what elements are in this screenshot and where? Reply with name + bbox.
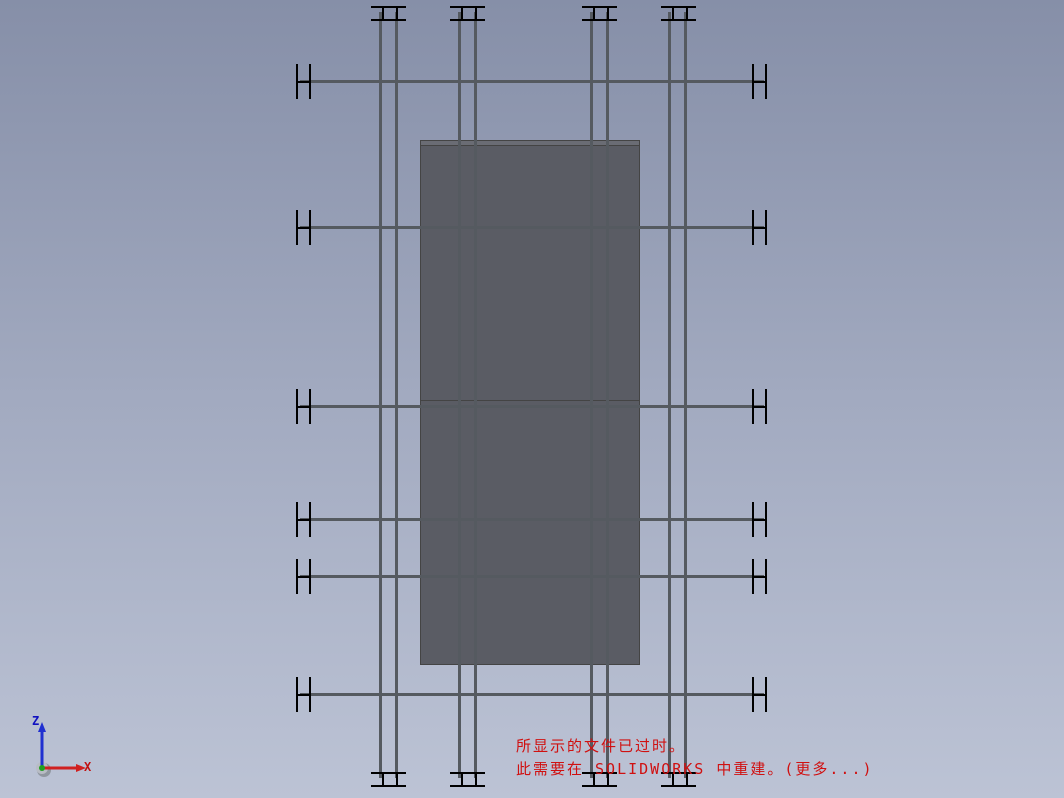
- flange-right: [752, 210, 767, 245]
- h-beam: [300, 693, 764, 696]
- v-beam: [379, 12, 382, 778]
- flange-right: [752, 559, 767, 594]
- coordinate-triad[interactable]: Z X: [22, 718, 92, 788]
- v-beam: [458, 12, 461, 778]
- flange-right: [752, 502, 767, 537]
- flange-top: [371, 6, 406, 21]
- flange-top: [450, 6, 485, 21]
- v-beam: [474, 12, 477, 778]
- h-beam: [300, 80, 764, 83]
- v-beam: [395, 12, 398, 778]
- triad-z-label: Z: [32, 714, 39, 728]
- flange-bottom: [371, 772, 406, 787]
- v-beam: [668, 12, 671, 778]
- h-beam: [300, 575, 764, 578]
- flange-left: [296, 64, 311, 99]
- triad-icon: [22, 718, 92, 788]
- flange-top: [661, 6, 696, 21]
- v-beam: [590, 12, 593, 778]
- flange-top: [582, 6, 617, 21]
- flange-right: [752, 389, 767, 424]
- status-warning-line1[interactable]: 所显示的文件已过时。: [516, 735, 686, 756]
- v-beam: [606, 12, 609, 778]
- flange-left: [296, 389, 311, 424]
- model-render-area[interactable]: [0, 0, 1064, 798]
- cad-viewport[interactable]: 所显示的文件已过时。 此需要在 SOLIDWORKS 中重建。(更多...) Z…: [0, 0, 1064, 798]
- flange-left: [296, 502, 311, 537]
- flange-left: [296, 677, 311, 712]
- flange-right: [752, 677, 767, 712]
- v-beam: [684, 12, 687, 778]
- status-warning-line2[interactable]: 此需要在 SOLIDWORKS 中重建。(更多...): [516, 758, 874, 779]
- h-beam: [300, 405, 764, 408]
- h-beam: [300, 518, 764, 521]
- flange-bottom: [450, 772, 485, 787]
- triad-x-label: X: [84, 760, 91, 774]
- flange-left: [296, 559, 311, 594]
- h-beam: [300, 226, 764, 229]
- flange-left: [296, 210, 311, 245]
- flange-right: [752, 64, 767, 99]
